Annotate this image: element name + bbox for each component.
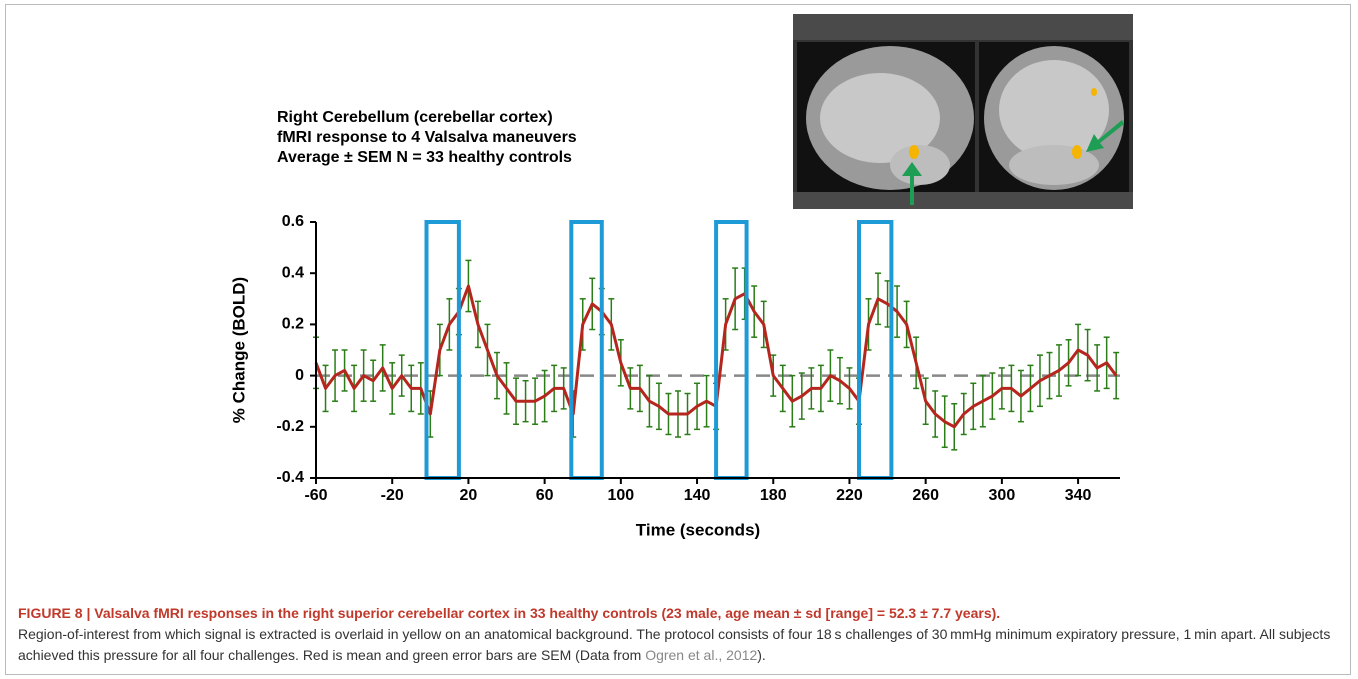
y-tick-label: 0 — [295, 367, 304, 384]
challenge-box — [571, 222, 601, 478]
challenge-box — [716, 222, 746, 478]
inset-band — [793, 14, 1133, 40]
chart-title: Right Cerebellum (cerebellar cortex) — [277, 109, 553, 126]
x-tick-label: 20 — [460, 487, 478, 504]
roi — [1072, 145, 1082, 159]
caption-label: FIGURE 8 | Valsalva fMRI responses in th… — [18, 605, 1000, 621]
page: Right Cerebellum (cerebellar cortex) fMR… — [0, 0, 1358, 679]
y-axis-label: % Change (BOLD) — [229, 277, 248, 423]
caption: FIGURE 8 | Valsalva fMRI responses in th… — [18, 603, 1343, 666]
y-tick-label: 0.4 — [282, 264, 304, 281]
chart-title: Average ± SEM N = 33 healthy controls — [277, 149, 572, 166]
x-tick-label: -20 — [381, 487, 404, 504]
x-axis-label: Time (seconds) — [636, 520, 760, 539]
x-tick-label: 260 — [912, 487, 939, 504]
caption-reference[interactable]: Ogren et al., 2012 — [645, 647, 757, 663]
y-tick-label: -0.4 — [276, 469, 304, 486]
chart: Right Cerebellum (cerebellar cortex) fMR… — [0, 0, 1358, 595]
y-tick-label: -0.2 — [276, 418, 304, 435]
y-tick-label: 0.2 — [282, 316, 304, 333]
x-tick-label: 140 — [684, 487, 711, 504]
x-tick-label: 340 — [1065, 487, 1092, 504]
caption-closing: ). — [757, 647, 766, 663]
x-tick-label: 300 — [989, 487, 1016, 504]
x-tick-label: -60 — [304, 487, 327, 504]
cerebellum — [1009, 145, 1099, 185]
x-tick-label: 60 — [536, 487, 554, 504]
cerebellum — [890, 145, 950, 185]
roi — [1091, 88, 1097, 96]
x-tick-label: 220 — [836, 487, 863, 504]
x-tick-label: 180 — [760, 487, 787, 504]
brain-inset — [793, 14, 1133, 209]
chart-title: fMRI response to 4 Valsalva maneuvers — [277, 129, 577, 146]
roi — [909, 145, 919, 159]
x-tick-label: 100 — [607, 487, 634, 504]
inset-band — [793, 192, 1133, 209]
y-tick-label: 0.6 — [282, 213, 304, 230]
challenge-box — [427, 222, 459, 478]
